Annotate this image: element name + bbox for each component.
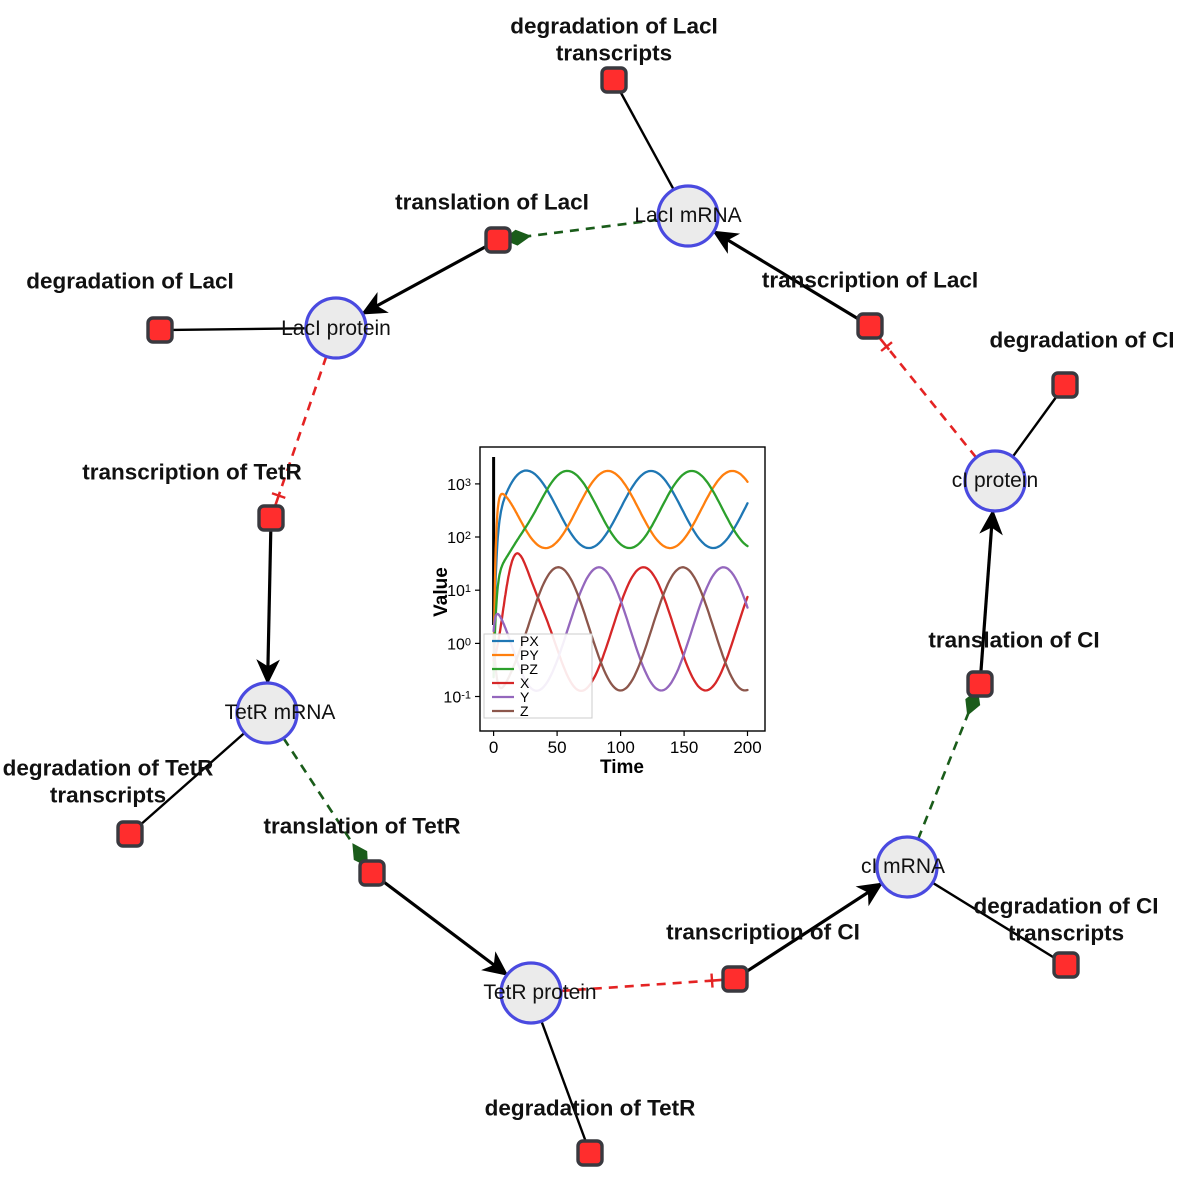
svg-text:Z: Z [520, 703, 529, 719]
svg-text:103: 103 [447, 477, 471, 494]
svg-text:0: 0 [489, 738, 498, 757]
svg-text:102: 102 [447, 530, 471, 547]
svg-text:10-1: 10-1 [443, 690, 471, 707]
svg-text:100: 100 [606, 738, 634, 757]
svg-text:Value: Value [431, 567, 452, 617]
svg-text:100: 100 [447, 636, 471, 653]
svg-text:150: 150 [670, 738, 698, 757]
svg-text:50: 50 [548, 738, 567, 757]
svg-text:Time: Time [600, 757, 644, 778]
svg-text:200: 200 [733, 738, 761, 757]
